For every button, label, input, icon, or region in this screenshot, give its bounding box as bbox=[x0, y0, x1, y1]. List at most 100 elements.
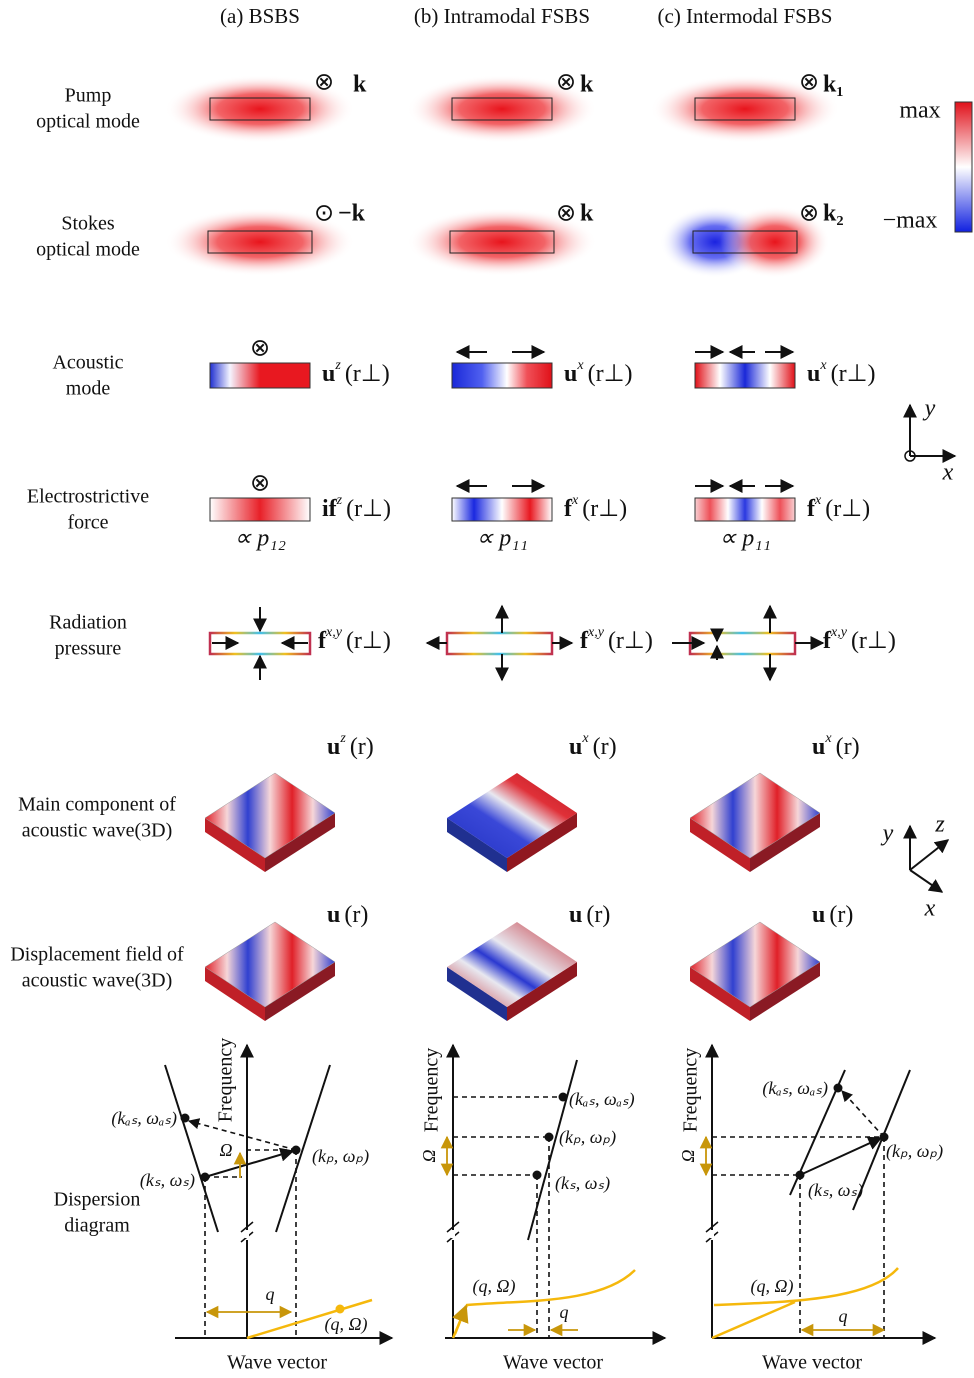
math-sup: z bbox=[334, 358, 341, 373]
wavevector: k bbox=[580, 201, 594, 227]
axis-label: x bbox=[924, 896, 936, 922]
math-sup: x bbox=[571, 493, 579, 508]
math-arg: (r⊥) bbox=[346, 628, 391, 654]
acoustic-mode bbox=[452, 363, 552, 388]
row-label: diagram bbox=[64, 1215, 130, 1237]
math-sup: x bbox=[824, 731, 832, 746]
row-label: acoustic wave(3D) bbox=[22, 820, 173, 842]
mode-point bbox=[796, 1171, 805, 1180]
math-sup: x bbox=[576, 358, 584, 373]
column-header: (a) BSBS bbox=[220, 4, 300, 28]
math-label: fx,y(r⊥) bbox=[318, 625, 391, 653]
mode-point bbox=[559, 1093, 568, 1102]
point-label: (kₚ, ωₚ) bbox=[559, 1127, 616, 1148]
omega-label: Ω bbox=[419, 1149, 439, 1162]
math-arg: (r) bbox=[593, 734, 617, 760]
math-sup: x,y bbox=[830, 625, 848, 640]
colorbar-max: max bbox=[899, 98, 940, 124]
math-label: u(r) bbox=[569, 902, 610, 928]
row-label: mode bbox=[66, 378, 111, 400]
line bbox=[910, 870, 942, 892]
axis-label: y bbox=[923, 396, 936, 422]
math-arg: (r⊥) bbox=[345, 361, 390, 387]
point-label: (kₚ, ωₚ) bbox=[312, 1146, 369, 1167]
point-label: (kₚ, ωₚ) bbox=[886, 1141, 943, 1162]
symbol: ⊙ bbox=[314, 201, 334, 227]
axis-title: Wave vector bbox=[503, 1352, 603, 1374]
axis-break bbox=[451, 1230, 455, 1238]
point-label: (q, Ω) bbox=[472, 1276, 515, 1297]
row-label: Acoustic bbox=[52, 352, 123, 374]
math-label: fx,y(r⊥) bbox=[580, 625, 653, 653]
math-base: u bbox=[569, 902, 582, 928]
omega-label: Ω bbox=[219, 1140, 232, 1160]
row-label: Main component of bbox=[18, 794, 176, 816]
mode-point bbox=[545, 1133, 554, 1142]
math-arg: (r⊥) bbox=[851, 628, 896, 654]
math-label: ifz(r⊥) bbox=[322, 493, 391, 521]
wavevector: k₁ bbox=[823, 72, 844, 98]
math-label: fx(r⊥) bbox=[807, 493, 870, 521]
slab-top bbox=[690, 922, 820, 1007]
wavevector: k bbox=[353, 72, 367, 98]
slab-top bbox=[690, 773, 820, 858]
line bbox=[910, 840, 948, 870]
row-label: Electrostrictive bbox=[27, 486, 149, 508]
coefficient: ∝ p₁₁ bbox=[476, 526, 528, 552]
line bbox=[528, 1060, 577, 1240]
math-label: ux(r⊥) bbox=[807, 358, 875, 386]
point-label: (kₐₛ, ωₐₛ) bbox=[111, 1108, 177, 1129]
row-label: pressure bbox=[55, 638, 122, 660]
q-label: q bbox=[266, 1284, 275, 1304]
mode-point bbox=[201, 1173, 210, 1182]
math-sup: x,y bbox=[325, 625, 343, 640]
symbol: ⊗ bbox=[250, 471, 270, 497]
math-arg: (r) bbox=[829, 902, 853, 928]
point-label: (kₛ, ωₛ) bbox=[555, 1173, 610, 1194]
axis-label: x bbox=[942, 460, 954, 486]
acoustic-vector bbox=[455, 1306, 466, 1334]
math-arg: (r⊥) bbox=[346, 496, 391, 522]
symbol: ⊗ bbox=[314, 70, 334, 96]
row-label: optical mode bbox=[36, 239, 140, 261]
math-arg: (r⊥) bbox=[825, 496, 870, 522]
math-base: u bbox=[807, 361, 820, 387]
column-header: (b) Intramodal FSBS bbox=[414, 4, 590, 28]
symbol: ⊗ bbox=[556, 201, 576, 227]
math-base: u bbox=[322, 361, 335, 387]
wavevector: k₂ bbox=[823, 201, 844, 227]
math-base: u bbox=[327, 902, 340, 928]
coefficient: ∝ p₁₂ bbox=[234, 526, 286, 552]
axis-title: Wave vector bbox=[227, 1352, 327, 1374]
column-header: (c) Intermodal FSBS bbox=[658, 4, 833, 28]
waveguide-boundary bbox=[690, 633, 795, 654]
math-label: ux (r) bbox=[812, 731, 860, 759]
point-label: (kₛ, ωₛ) bbox=[808, 1180, 863, 1201]
mode-point bbox=[533, 1171, 542, 1180]
math-sup: x bbox=[581, 731, 589, 746]
colorbar-min: −max bbox=[883, 208, 938, 234]
symbol: ⊗ bbox=[556, 70, 576, 96]
math-sup: z bbox=[336, 493, 343, 508]
force-field bbox=[210, 498, 310, 521]
q-label: q bbox=[839, 1306, 848, 1326]
symbol: ⊗ bbox=[799, 70, 819, 96]
math-label: u(r) bbox=[327, 902, 368, 928]
line bbox=[189, 1121, 296, 1150]
omega-label: Ω bbox=[678, 1149, 698, 1162]
math-label: u(r) bbox=[812, 902, 853, 928]
acoustic-branch bbox=[712, 1268, 898, 1338]
axis-label: y bbox=[881, 821, 894, 847]
mode-point bbox=[834, 1084, 843, 1093]
math-base: if bbox=[322, 496, 338, 522]
waveguide-boundary bbox=[447, 633, 552, 654]
row-label: acoustic wave(3D) bbox=[22, 970, 173, 992]
math-sup: z bbox=[339, 731, 346, 746]
math-arg: (r⊥) bbox=[831, 361, 876, 387]
slab-top bbox=[205, 773, 335, 858]
axis-label: z bbox=[934, 812, 945, 838]
math-arg: (r) bbox=[836, 734, 860, 760]
math-arg: (r) bbox=[344, 902, 368, 928]
row-label: Radiation bbox=[49, 612, 127, 634]
math-base: u bbox=[812, 734, 825, 760]
